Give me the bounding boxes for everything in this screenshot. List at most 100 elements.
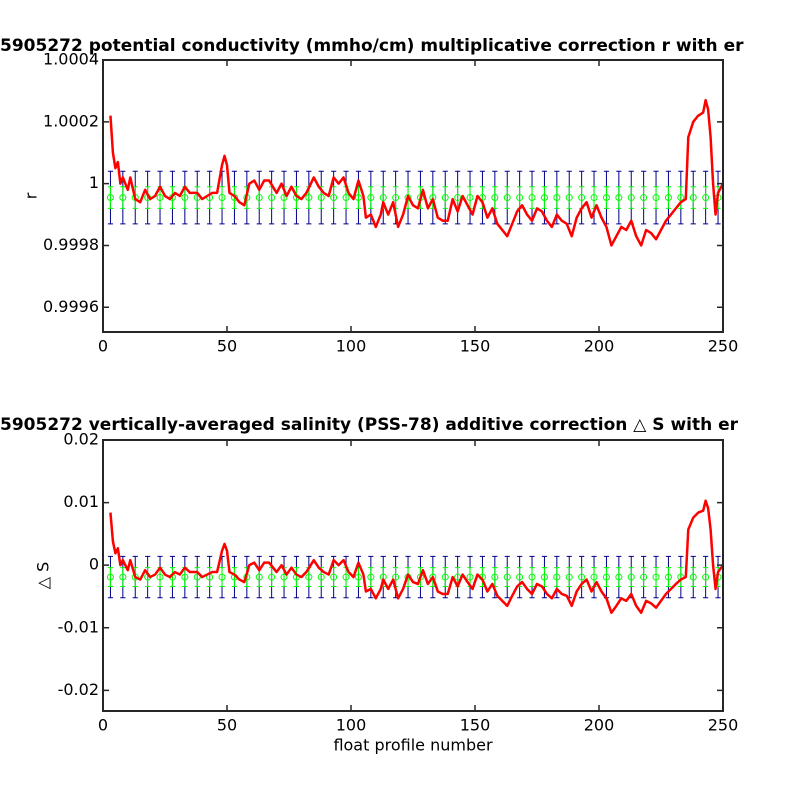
error-bar — [628, 567, 634, 587]
marker — [181, 194, 189, 202]
y-tick-label: 0.9998 — [43, 235, 99, 254]
marker — [354, 573, 362, 581]
marker — [590, 573, 598, 581]
marker — [528, 573, 536, 581]
error-bar — [504, 567, 510, 587]
y-tick-label: 0.02 — [63, 430, 99, 449]
marker — [392, 194, 400, 202]
error-bar — [231, 567, 238, 587]
error-bar — [554, 186, 560, 209]
marker — [540, 573, 548, 581]
error-bar — [616, 567, 622, 587]
error-bar — [442, 186, 448, 209]
marker — [664, 573, 672, 581]
y-axis-label: r — [22, 192, 41, 199]
error-bar — [566, 567, 572, 587]
marker — [392, 573, 400, 581]
error-bar — [690, 567, 696, 587]
error-bar — [194, 567, 200, 587]
marker — [441, 194, 449, 202]
marker — [652, 194, 660, 202]
marker — [602, 194, 610, 202]
marker — [503, 194, 511, 202]
axes-box — [102, 59, 724, 333]
marker — [640, 194, 648, 202]
y-tick-label: 1.0002 — [43, 111, 99, 130]
marker — [218, 194, 226, 202]
marker — [268, 573, 276, 581]
marker — [677, 194, 685, 202]
marker — [702, 573, 710, 581]
error-bar — [120, 186, 126, 209]
plot-area — [106, 499, 723, 614]
marker — [454, 194, 462, 202]
y-tick-label: 1 — [89, 173, 99, 192]
y-tick-label: 1.0004 — [43, 50, 99, 69]
error-bar — [603, 186, 610, 209]
error-bar — [665, 186, 672, 209]
marker — [354, 194, 362, 202]
marker — [466, 573, 474, 581]
marker — [181, 573, 189, 581]
marker — [640, 573, 648, 581]
error-bar — [628, 186, 634, 209]
chart-title: 5905272 vertically-averaged salinity (PS… — [0, 415, 739, 435]
x-tick-label: 50 — [217, 337, 237, 356]
axes-box — [102, 439, 724, 712]
marker — [615, 194, 623, 202]
plot-area — [106, 98, 723, 247]
marker — [689, 194, 697, 202]
chart-title: 5905272 potential conductivity (mmho/cm)… — [0, 36, 744, 56]
x-tick-label: 0 — [98, 337, 108, 356]
error-bar — [207, 186, 213, 209]
error-bar — [107, 186, 114, 209]
marker — [689, 573, 697, 581]
error-bar — [703, 567, 709, 587]
error-bar — [442, 567, 448, 587]
marker — [268, 194, 276, 202]
x-tick-label: 250 — [708, 337, 739, 356]
marker — [590, 194, 598, 202]
marker — [466, 194, 474, 202]
x-tick-label: 200 — [584, 337, 615, 356]
marker — [280, 573, 288, 581]
error-bar — [293, 186, 300, 209]
y-tick-label: 0 — [89, 555, 99, 574]
marker — [664, 194, 672, 202]
x-tick-label: 250 — [708, 716, 739, 735]
marker — [330, 573, 338, 581]
marker — [516, 194, 524, 202]
marker — [565, 573, 573, 581]
error-bar — [145, 567, 151, 587]
x-tick-label: 150 — [460, 337, 491, 356]
x-tick-label: 100 — [336, 337, 367, 356]
marker — [156, 194, 164, 202]
error-bar — [120, 567, 126, 587]
marker — [106, 573, 114, 581]
error-bar — [616, 186, 622, 209]
x-axis-label: float profile number — [333, 736, 493, 755]
error-bar — [665, 567, 672, 587]
error-bar — [529, 186, 535, 209]
marker — [342, 194, 350, 202]
marker — [578, 194, 586, 202]
marker — [553, 194, 561, 202]
marker — [106, 194, 114, 202]
error-bar — [107, 567, 114, 587]
marker — [379, 194, 387, 202]
error-bar — [653, 567, 659, 587]
marker — [503, 573, 511, 581]
error-bar — [504, 186, 510, 209]
error-bar — [703, 186, 709, 209]
marker — [156, 573, 164, 581]
marker — [441, 573, 449, 581]
marker — [652, 573, 660, 581]
marker — [553, 573, 561, 581]
error-bar — [541, 186, 548, 209]
error-bar — [368, 186, 374, 209]
marker — [119, 194, 127, 202]
x-tick-label: 50 — [217, 716, 237, 735]
marker — [119, 573, 127, 581]
marker — [528, 194, 536, 202]
